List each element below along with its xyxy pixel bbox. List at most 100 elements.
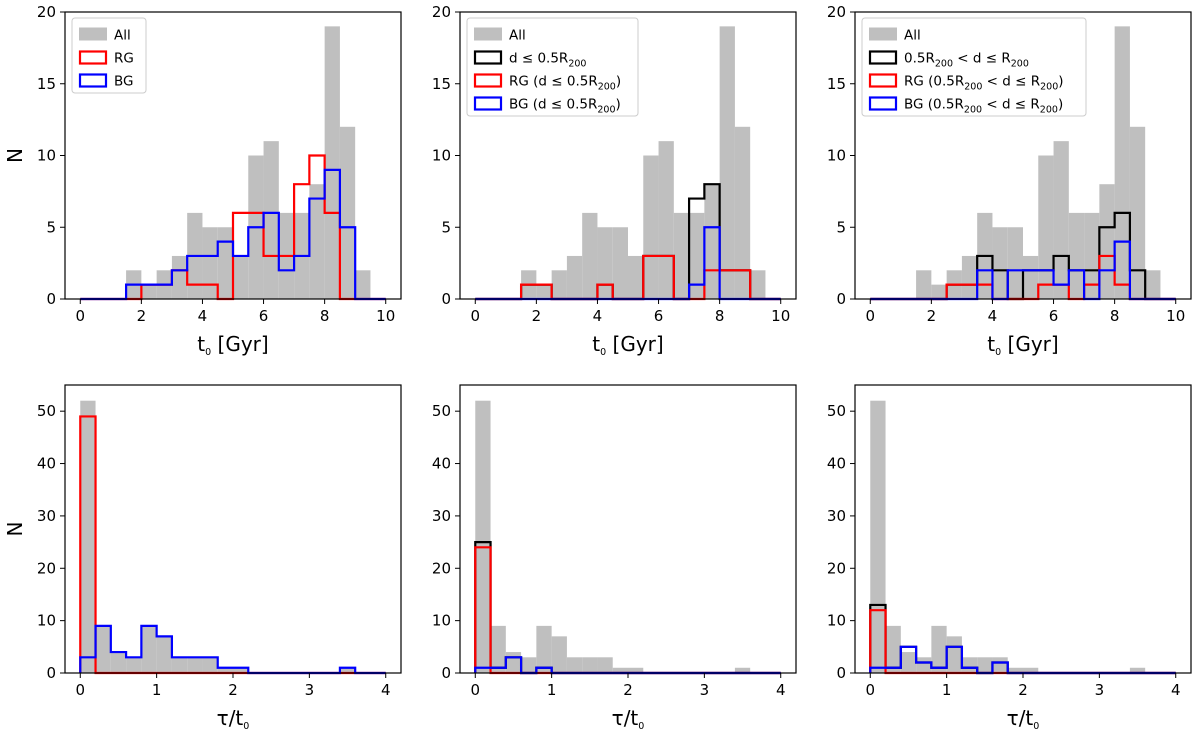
legend-box xyxy=(466,17,639,117)
y-tick-label: 5 xyxy=(46,218,56,236)
legend-swatch xyxy=(868,73,898,88)
x-tick-label: 2 xyxy=(228,681,238,699)
hist-bar xyxy=(475,400,491,673)
hist-bar xyxy=(916,270,932,299)
x-tick-label: 2 xyxy=(927,307,937,325)
hist-bar xyxy=(612,667,628,673)
x-tick-label: 6 xyxy=(654,307,664,325)
legend-label: BG (d ≤ 0.5R200) xyxy=(509,97,621,116)
y-tick-label: 30 xyxy=(37,507,56,525)
hist-bar xyxy=(1053,141,1069,299)
legend: All RG BG xyxy=(71,17,147,94)
y-tick-label: 50 xyxy=(827,402,846,420)
y-tick-label: 0 xyxy=(46,664,56,682)
hist-bar xyxy=(900,652,917,673)
legend-label: BG (0.5R200 < d ≤ R200) xyxy=(904,97,1063,116)
y-tick-label: 20 xyxy=(827,3,846,21)
hist-bar xyxy=(217,227,233,299)
x-axis-label: t0 [Gyr] xyxy=(197,332,268,358)
legend-swatch xyxy=(473,50,503,65)
y-tick-label: 10 xyxy=(37,612,56,630)
axes-frame xyxy=(64,384,402,674)
hist-bar xyxy=(1145,270,1161,299)
x-tick-label: 2 xyxy=(1018,681,1028,699)
x-axis-label: t0 [Gyr] xyxy=(987,332,1058,358)
axes-frame xyxy=(854,384,1192,674)
hist-bar xyxy=(961,255,978,299)
hist-bar xyxy=(719,26,735,299)
hist-bar xyxy=(536,625,552,673)
y-tick-label: 15 xyxy=(432,75,451,93)
series-RG (d ≤ 0.5R200) xyxy=(474,546,781,675)
hist-bar xyxy=(1007,227,1023,299)
legend-swatch xyxy=(78,50,108,65)
x-tick-label: 3 xyxy=(305,681,315,699)
y-tick-label: 0 xyxy=(441,290,451,308)
hist-bar xyxy=(233,667,249,673)
x-axis-label: t0 [Gyr] xyxy=(592,332,663,358)
y-tick-label: 5 xyxy=(836,218,846,236)
hist-bar xyxy=(750,270,766,299)
hist-bar xyxy=(536,284,552,299)
x-tick-label: 10 xyxy=(771,307,790,325)
hist-bar xyxy=(1068,212,1085,299)
legend-swatch xyxy=(473,96,503,111)
hist-bar xyxy=(1007,667,1023,673)
x-axis-label: τ/t0 xyxy=(217,706,250,732)
x-tick-label: 0 xyxy=(470,307,480,325)
x-tick-label: 4 xyxy=(381,681,391,699)
legend-swatch xyxy=(868,50,898,65)
x-tick-label: 0 xyxy=(75,681,85,699)
hist-bar xyxy=(141,284,157,299)
hist-bar xyxy=(1023,667,1039,673)
y-tick-label: 15 xyxy=(827,75,846,93)
x-tick-label: 8 xyxy=(320,307,330,325)
hist-bar xyxy=(1114,26,1130,299)
y-tick-label: 0 xyxy=(836,664,846,682)
series-All xyxy=(475,400,751,673)
y-tick-label: 0 xyxy=(441,664,451,682)
hist-bar xyxy=(566,657,583,673)
panel-top-left: 0 2 4 6 8 10 0 5 10 15 20 t0 [Gyr] N All RG BG xyxy=(3,3,402,358)
series-All xyxy=(80,400,356,673)
hist-bar xyxy=(734,667,751,673)
y-tick-label: 50 xyxy=(432,402,451,420)
y-tick-label: 40 xyxy=(432,455,451,473)
y-tick-label: 10 xyxy=(827,612,846,630)
hist-bar xyxy=(141,625,157,673)
legend-swatch xyxy=(868,96,898,111)
x-tick-label: 3 xyxy=(700,681,710,699)
hist-bar xyxy=(704,184,720,299)
y-tick-label: 20 xyxy=(37,3,56,21)
y-tick-label: 50 xyxy=(37,402,56,420)
y-tick-label: 0 xyxy=(836,290,846,308)
hist-bar xyxy=(171,255,188,299)
y-tick-label: 10 xyxy=(432,147,451,165)
y-tick-label: 10 xyxy=(827,147,846,165)
hist-bar xyxy=(582,212,598,299)
hist-bar xyxy=(992,657,1008,673)
x-tick-label: 4 xyxy=(1171,681,1181,699)
legend-swatch xyxy=(79,27,107,41)
hist-bar xyxy=(628,667,644,673)
legend: All d ≤ 0.5R200 RG (d ≤ 0.5R200) BG (d ≤ 0.… xyxy=(466,17,639,117)
hist-bar xyxy=(1129,126,1146,299)
legend-label: d ≤ 0.5R200 xyxy=(509,51,586,70)
hist-bar xyxy=(156,636,172,673)
legend-swatch xyxy=(473,73,503,88)
hist-bar xyxy=(202,227,218,299)
x-tick-label: 1 xyxy=(152,681,162,699)
hist-bar xyxy=(931,284,947,299)
x-axis-label: τ/t0 xyxy=(1007,706,1040,732)
y-axis-label: N xyxy=(3,522,27,537)
x-tick-label: 0 xyxy=(75,307,85,325)
x-tick-label: 10 xyxy=(376,307,395,325)
x-tick-label: 2 xyxy=(137,307,147,325)
hist-bar xyxy=(946,636,962,673)
y-tick-label: 20 xyxy=(37,559,56,577)
hist-bar xyxy=(202,657,218,673)
